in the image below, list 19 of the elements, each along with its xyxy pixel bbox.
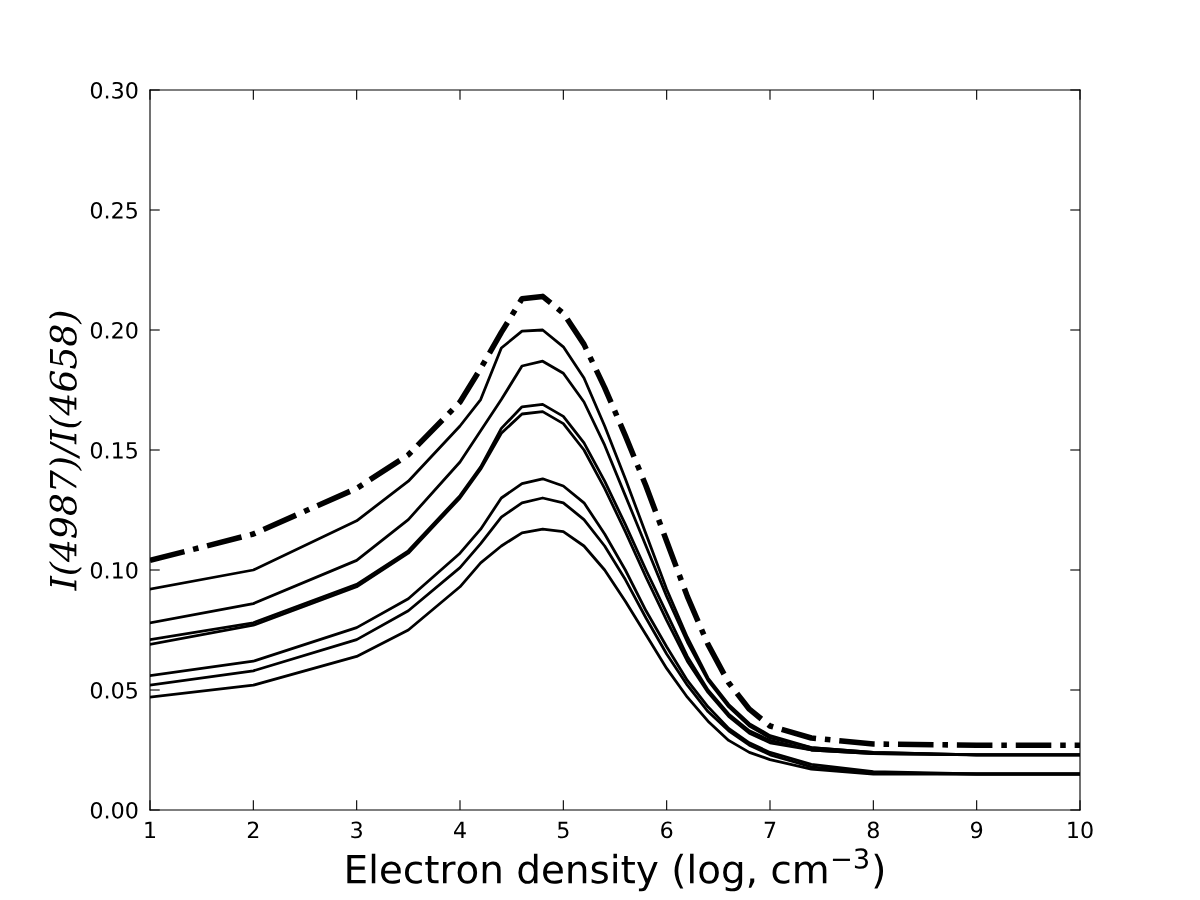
y-tick-label: 0.05 — [90, 681, 137, 699]
x-tick-label: 7 — [764, 821, 776, 838]
y-axis-title: I(4987)/I(4658) — [48, 311, 82, 591]
x-tick-label: 8 — [867, 821, 879, 839]
x-tick-label: 4 — [454, 821, 466, 838]
y-tick-label: 0.20 — [90, 321, 138, 339]
x-tick-label: 2 — [247, 821, 259, 838]
y-tick-label: 0.10 — [90, 561, 138, 579]
y-tick-label: 0.00 — [90, 801, 138, 819]
x-tick-label: 5 — [557, 821, 569, 839]
y-tick-label: 0.15 — [90, 441, 137, 459]
x-tick-label: 1 — [145, 821, 156, 838]
y-tick-label: 0.25 — [90, 201, 137, 219]
x-axis-title: Electron density (log, cm$^{−3}$) — [347, 848, 884, 892]
y-tick-label: 0.30 — [90, 81, 138, 99]
x-tick-label: 3 — [351, 821, 362, 839]
x-tick-label: 10 — [1068, 821, 1093, 839]
x-tick-label: 6 — [661, 821, 673, 839]
x-tick-label: 9 — [971, 821, 983, 839]
